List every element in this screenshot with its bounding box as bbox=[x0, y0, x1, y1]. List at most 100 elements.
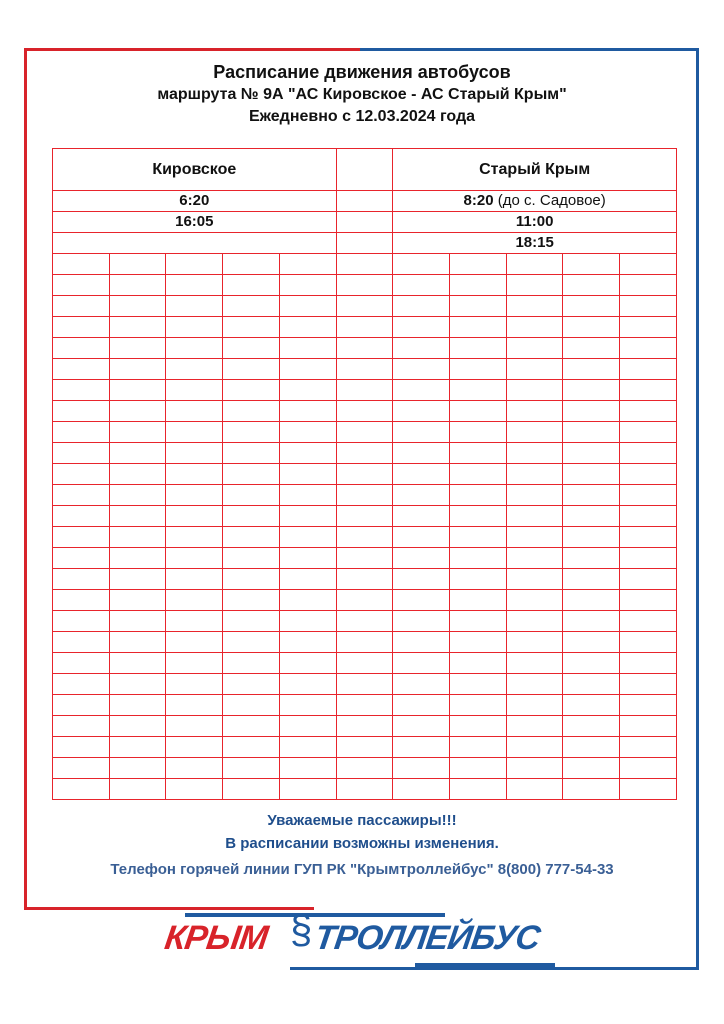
empty-cell bbox=[52, 337, 110, 359]
empty-cell bbox=[52, 400, 110, 422]
empty-cell bbox=[52, 673, 110, 695]
empty-cell bbox=[449, 316, 507, 338]
empty-cell bbox=[222, 589, 280, 611]
empty-cell bbox=[278, 778, 337, 800]
empty-cell bbox=[335, 736, 394, 758]
empty-cell bbox=[562, 526, 621, 548]
empty-cell bbox=[52, 421, 110, 443]
empty-cell bbox=[108, 421, 167, 443]
empty-cell bbox=[562, 316, 621, 338]
empty-cell bbox=[108, 379, 167, 401]
empty-cell bbox=[619, 610, 677, 632]
empty-cell bbox=[619, 652, 677, 674]
empty-cell bbox=[619, 421, 677, 443]
empty-cell bbox=[392, 568, 451, 590]
empty-cell bbox=[108, 484, 167, 506]
empty-cell bbox=[449, 442, 507, 464]
empty-cell bbox=[108, 694, 167, 716]
empty-cell bbox=[505, 379, 564, 401]
empty-cell bbox=[278, 673, 337, 695]
table-row-empty bbox=[52, 442, 677, 464]
empty-cell bbox=[165, 442, 224, 464]
empty-cell bbox=[449, 421, 507, 443]
empty-cell bbox=[222, 757, 280, 779]
empty-cell bbox=[562, 694, 621, 716]
empty-cell bbox=[335, 652, 394, 674]
empty-cell bbox=[335, 421, 394, 443]
empty-cell bbox=[335, 358, 394, 380]
empty-cell bbox=[449, 505, 507, 527]
frame-left-red bbox=[24, 48, 27, 910]
empty-cell bbox=[449, 358, 507, 380]
empty-cell bbox=[449, 547, 507, 569]
empty-cell bbox=[449, 379, 507, 401]
empty-cell bbox=[335, 274, 394, 296]
hotline: Телефон горячей линии ГУП РК "Крымтролле… bbox=[110, 861, 614, 878]
empty-cell bbox=[392, 463, 451, 485]
empty-cell bbox=[449, 652, 507, 674]
empty-cell bbox=[165, 274, 224, 296]
empty-cell bbox=[335, 463, 394, 485]
frame-top-red bbox=[25, 48, 361, 51]
empty-cell bbox=[108, 631, 167, 653]
empty-cell bbox=[335, 505, 394, 527]
empty-cell bbox=[619, 274, 677, 296]
empty-cell bbox=[505, 778, 564, 800]
empty-cell bbox=[335, 694, 394, 716]
schedule-date: Ежедневно с 12.03.2024 года bbox=[248, 108, 476, 125]
table-row-empty bbox=[52, 715, 677, 737]
table-row: 18:15 bbox=[52, 232, 677, 254]
empty-cell bbox=[335, 190, 394, 212]
empty-cell bbox=[392, 253, 451, 275]
empty-cell bbox=[619, 673, 677, 695]
empty-cell bbox=[505, 757, 564, 779]
page-title: Расписание движения автобусов bbox=[213, 62, 511, 82]
empty-cell bbox=[278, 421, 337, 443]
table-row-empty bbox=[52, 652, 677, 674]
empty-cell bbox=[335, 715, 394, 737]
table-row-empty bbox=[52, 631, 677, 653]
frame-bottom-blue bbox=[290, 967, 699, 970]
empty-cell bbox=[165, 757, 224, 779]
table-row-empty bbox=[52, 358, 677, 380]
empty-cell bbox=[449, 463, 507, 485]
empty-cell bbox=[619, 484, 677, 506]
empty-cell bbox=[52, 589, 110, 611]
empty-cell bbox=[52, 274, 110, 296]
empty-cell bbox=[619, 757, 677, 779]
empty-cell bbox=[335, 379, 394, 401]
empty-cell bbox=[335, 631, 394, 653]
table-row: 6:20 8:20 (до с. Садовое) bbox=[52, 190, 677, 212]
empty-cell bbox=[562, 673, 621, 695]
empty-cell bbox=[222, 778, 280, 800]
empty-cell bbox=[165, 337, 224, 359]
empty-cell bbox=[165, 610, 224, 632]
empty-cell bbox=[165, 484, 224, 506]
empty-cell bbox=[165, 547, 224, 569]
empty-cell bbox=[449, 778, 507, 800]
empty-cell bbox=[108, 757, 167, 779]
empty-cell bbox=[278, 316, 337, 338]
empty-cell bbox=[505, 526, 564, 548]
empty-cell bbox=[619, 694, 677, 716]
empty-cell bbox=[619, 589, 677, 611]
empty-cell bbox=[619, 337, 677, 359]
empty-cell bbox=[392, 694, 451, 716]
empty-cell bbox=[52, 358, 110, 380]
empty-cell bbox=[562, 253, 621, 275]
table-row-empty bbox=[52, 526, 677, 548]
empty-cell bbox=[619, 736, 677, 758]
empty-cell bbox=[165, 295, 224, 317]
empty-cell bbox=[165, 736, 224, 758]
empty-cell bbox=[222, 505, 280, 527]
empty-cell bbox=[392, 442, 451, 464]
route-subtitle: маршрута № 9А "АС Кировское - АС Старый … bbox=[157, 86, 567, 103]
empty-cell bbox=[619, 295, 677, 317]
table-row-empty bbox=[52, 316, 677, 338]
empty-cell bbox=[222, 715, 280, 737]
empty-cell bbox=[278, 631, 337, 653]
table-row-empty bbox=[52, 379, 677, 401]
empty-cell bbox=[222, 484, 280, 506]
empty-cell bbox=[562, 442, 621, 464]
empty-cell bbox=[108, 337, 167, 359]
